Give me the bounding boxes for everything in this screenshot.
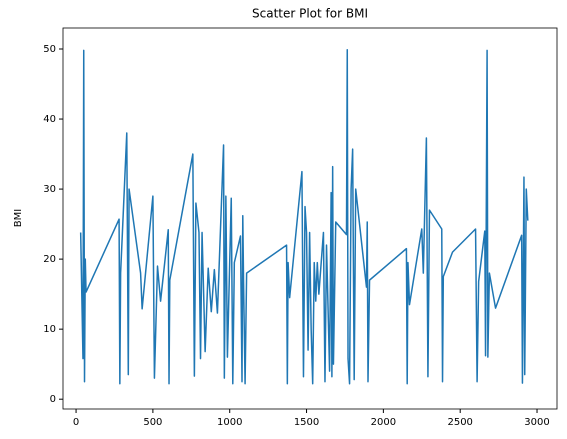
x-tick-label: 1500 — [294, 417, 319, 428]
y-tick-label: 20 — [43, 254, 56, 265]
y-tick-label: 40 — [43, 114, 56, 125]
x-tick-label: 3000 — [524, 417, 549, 428]
y-axis-label: BMI — [13, 209, 24, 227]
data-line — [79, 48, 529, 385]
x-tick-label: 2500 — [447, 417, 472, 428]
y-tick-label: 30 — [43, 184, 56, 195]
y-tick-label: 0 — [50, 394, 56, 405]
x-tick-label: 1000 — [217, 417, 242, 428]
y-tick-label: 10 — [43, 324, 56, 335]
x-tick-label: 500 — [143, 417, 162, 428]
y-tick-label: 50 — [43, 44, 56, 55]
plot-frame — [62, 27, 558, 410]
x-tick-label: 2000 — [371, 417, 396, 428]
x-tick-label: 0 — [73, 417, 79, 428]
chart-title: Scatter Plot for BMI — [252, 7, 368, 21]
